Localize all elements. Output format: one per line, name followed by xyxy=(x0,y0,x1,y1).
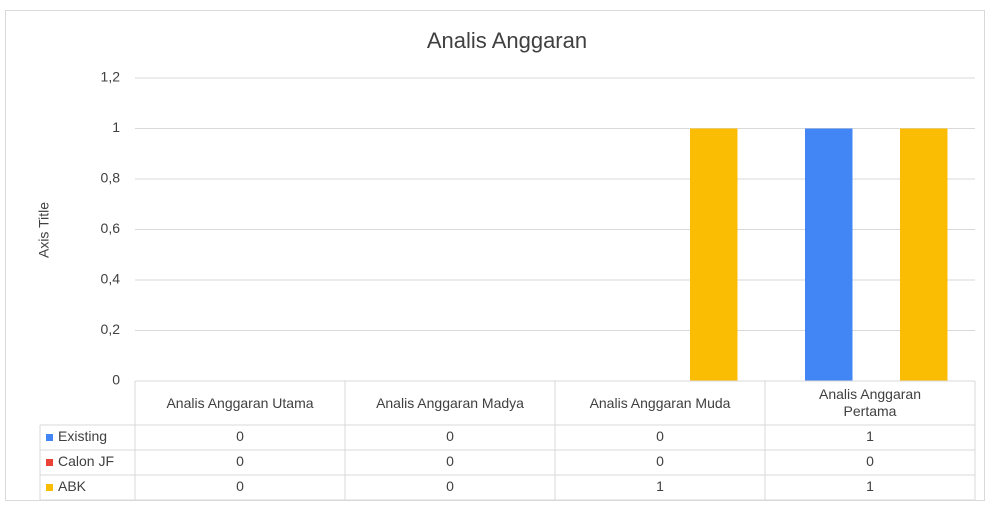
data-table-value: 0 xyxy=(236,453,244,469)
data-table-value: 0 xyxy=(236,478,244,494)
data-table-value: 0 xyxy=(446,428,454,444)
legend-swatch xyxy=(46,434,53,441)
legend-swatch xyxy=(46,484,53,491)
data-table-value: 0 xyxy=(446,453,454,469)
data-table-value: 0 xyxy=(866,453,874,469)
y-axis-title: Axis Title xyxy=(36,202,52,258)
bar xyxy=(900,128,948,381)
x-tick-label: Analis Anggaran Utama xyxy=(166,394,314,411)
y-tick-label: 0,2 xyxy=(101,321,121,337)
category-cell: Analis Anggaran Pertama xyxy=(819,386,921,419)
x-tick-label: Analis Anggaran Muda xyxy=(589,394,731,411)
bar xyxy=(690,128,738,381)
data-table-value: 0 xyxy=(656,453,664,469)
x-tick-label: Analis Anggaran Pertama xyxy=(819,386,921,419)
data-table-value: 0 xyxy=(656,428,664,444)
data-table-value: 0 xyxy=(236,428,244,444)
data-table-value: 1 xyxy=(656,478,664,494)
x-tick-label: Analis Anggaran Madya xyxy=(376,394,524,411)
y-tick-label: 1 xyxy=(112,119,120,135)
y-tick-label: 0,6 xyxy=(101,220,121,236)
y-tick-label: 0,4 xyxy=(101,271,121,287)
data-table-value: 1 xyxy=(866,428,874,444)
legend-swatch xyxy=(46,459,53,466)
category-cell: Analis Anggaran Muda xyxy=(589,394,731,411)
y-tick-label: 1,2 xyxy=(101,69,121,85)
y-tick-label: 0 xyxy=(112,372,120,388)
category-cell: Analis Anggaran Utama xyxy=(166,394,314,411)
bar xyxy=(805,128,853,381)
legend-label: Calon JF xyxy=(58,453,114,469)
data-table-value: 1 xyxy=(866,478,874,494)
legend-label: ABK xyxy=(58,478,87,494)
chart-title: Analis Anggaran xyxy=(427,28,587,53)
legend-label: Existing xyxy=(58,428,107,444)
y-tick-label: 0,8 xyxy=(101,170,121,186)
data-table-value: 0 xyxy=(446,478,454,494)
category-cell: Analis Anggaran Madya xyxy=(376,394,524,411)
